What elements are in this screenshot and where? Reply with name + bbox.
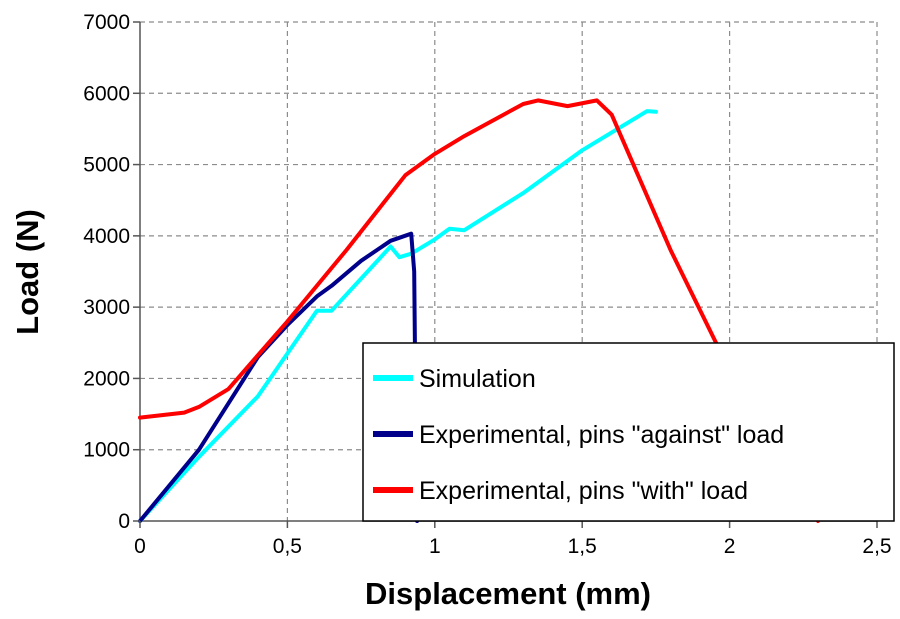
y-tick-label: 1000 [83, 439, 130, 462]
x-tick-label: 0 [134, 535, 146, 558]
y-tick-label: 5000 [83, 154, 130, 177]
y-axis-ticks: 0 1000 2000 3000 4000 5000 6000 7000 [83, 11, 140, 533]
x-axis-ticks: 0 0,5 1 1,5 2 2,5 [134, 521, 892, 558]
x-tick-label: 1,5 [568, 535, 597, 558]
x-tick-label: 2,5 [862, 535, 891, 558]
y-tick-label: 2000 [83, 367, 130, 390]
x-tick-label: 1 [429, 535, 441, 558]
legend-label: Experimental, pins "with" load [419, 477, 748, 505]
x-axis-label: Displacement (mm) [365, 576, 651, 611]
series-line-pins-against [138, 231, 420, 523]
y-axis-label: Load (N) [10, 209, 45, 335]
y-tick-label: 6000 [83, 82, 130, 105]
legend-label: Experimental, pins "against" load [419, 421, 784, 449]
y-tick-label: 0 [118, 510, 130, 533]
y-tick-label: 3000 [83, 296, 130, 319]
y-tick-label: 4000 [83, 225, 130, 248]
x-tick-label: 2 [724, 535, 736, 558]
x-tick-label: 0,5 [273, 535, 302, 558]
y-tick-label: 7000 [83, 11, 130, 34]
legend-box [362, 342, 895, 522]
series-line-simulation [138, 109, 658, 523]
legend-label: Simulation [419, 365, 536, 393]
legend: Simulation Experimental, pins "against" l… [362, 342, 895, 522]
